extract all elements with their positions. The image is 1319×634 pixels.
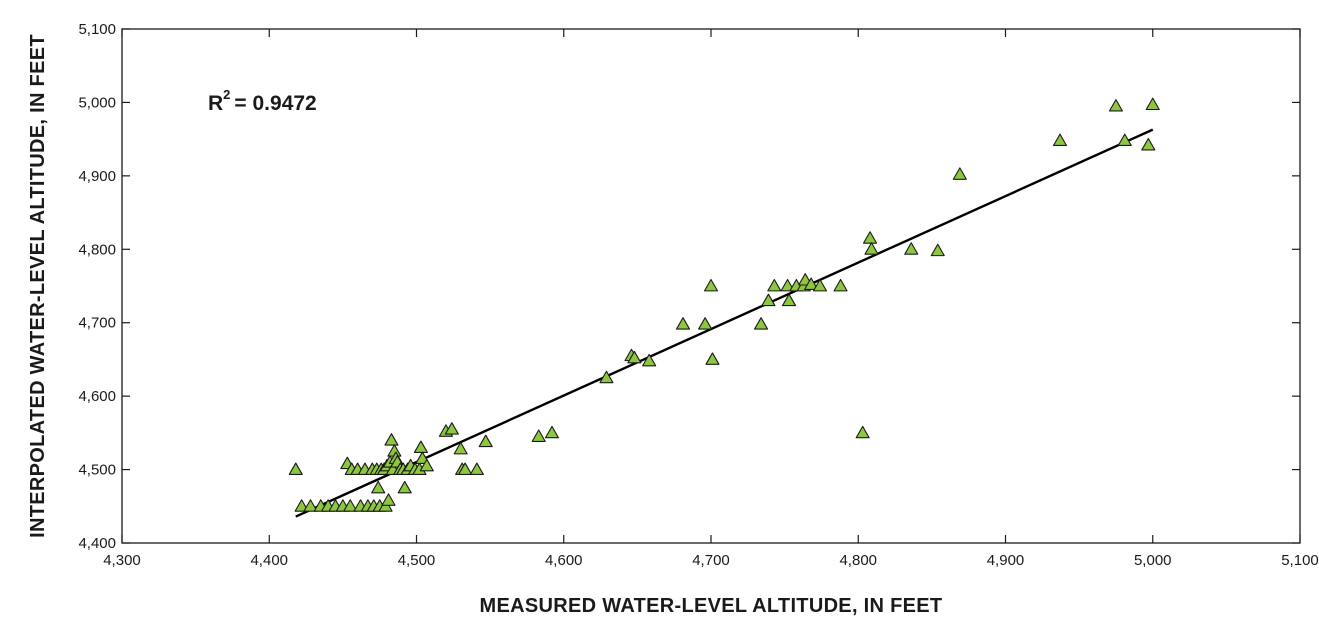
data-point (294, 499, 309, 512)
y-axis-title: INTERPOLATED WATER-LEVEL ALTITUDE, IN FE… (27, 34, 49, 538)
data-point (544, 425, 560, 439)
data-point (1117, 133, 1132, 147)
y-tick-label: 4,800 (78, 241, 116, 258)
y-axis: 4,400 4,500 4,600 4,700 4,800 4,900 5,000 5,100 (78, 21, 1300, 552)
r-squared-value: = 0.9472 (234, 92, 316, 115)
data-point (469, 462, 484, 475)
data-point (288, 462, 303, 475)
data-point (812, 278, 828, 292)
data-point (675, 317, 691, 330)
data-points (288, 97, 1160, 512)
r-squared-annotation: R2 = 0.9472 (208, 87, 317, 115)
y-tick-label: 4,900 (78, 168, 116, 185)
data-point (864, 242, 879, 255)
data-point (833, 278, 848, 292)
data-point (1145, 97, 1160, 111)
r-squared-r: R (208, 92, 223, 115)
data-point (531, 429, 546, 442)
data-point (397, 480, 412, 494)
x-tick-label: 4,300 (103, 552, 141, 569)
y-tick-label: 4,400 (78, 535, 116, 552)
y-tick-label: 5,100 (78, 21, 116, 38)
x-tick-label: 4,800 (839, 552, 877, 569)
x-axis: 4,300 4,400 4,500 4,600 4,700 4,800 4,900 5,000… (103, 29, 1319, 569)
x-tick-label: 4,600 (545, 552, 583, 569)
x-tick-label: 4,700 (692, 552, 730, 569)
data-point (627, 350, 642, 364)
data-point (413, 440, 428, 453)
data-point (952, 167, 967, 180)
data-point (703, 278, 719, 292)
data-point (343, 499, 358, 512)
data-point (781, 293, 797, 307)
data-point (381, 493, 396, 506)
r-squared-exponent: 2 (223, 87, 230, 102)
data-point (705, 352, 720, 365)
data-point (444, 422, 459, 435)
data-point (384, 433, 399, 446)
data-point (698, 317, 713, 330)
x-tick-label: 4,400 (250, 552, 288, 569)
y-tick-label: 5,000 (78, 94, 116, 111)
y-tick-label: 4,600 (78, 388, 116, 405)
data-point (419, 458, 434, 472)
data-point (904, 242, 919, 255)
x-axis-title: MEASURED WATER-LEVEL ALTITUDE, IN FEET (480, 595, 943, 617)
data-point (642, 353, 657, 367)
data-point (453, 441, 468, 455)
data-point (1141, 137, 1156, 151)
x-tick-label: 4,500 (398, 552, 436, 569)
x-tick-label: 5,100 (1281, 552, 1319, 569)
data-point (371, 480, 386, 494)
data-point (761, 293, 776, 307)
data-point (804, 277, 819, 290)
trendline-group (295, 128, 1154, 518)
data-point (855, 425, 870, 439)
data-point (599, 370, 614, 384)
data-point (478, 434, 493, 448)
data-point (303, 499, 318, 512)
regression-line (295, 128, 1154, 518)
data-point (767, 278, 782, 292)
data-point (1052, 133, 1068, 147)
data-point (930, 243, 945, 257)
x-tick-label: 5,000 (1134, 552, 1172, 569)
data-point (780, 278, 795, 292)
data-point (862, 231, 878, 244)
y-tick-label: 4,700 (78, 315, 116, 332)
data-point (754, 317, 769, 330)
x-tick-label: 4,900 (987, 552, 1025, 569)
data-point (458, 462, 473, 475)
y-tick-label: 4,500 (78, 462, 116, 479)
data-point (1108, 99, 1123, 112)
